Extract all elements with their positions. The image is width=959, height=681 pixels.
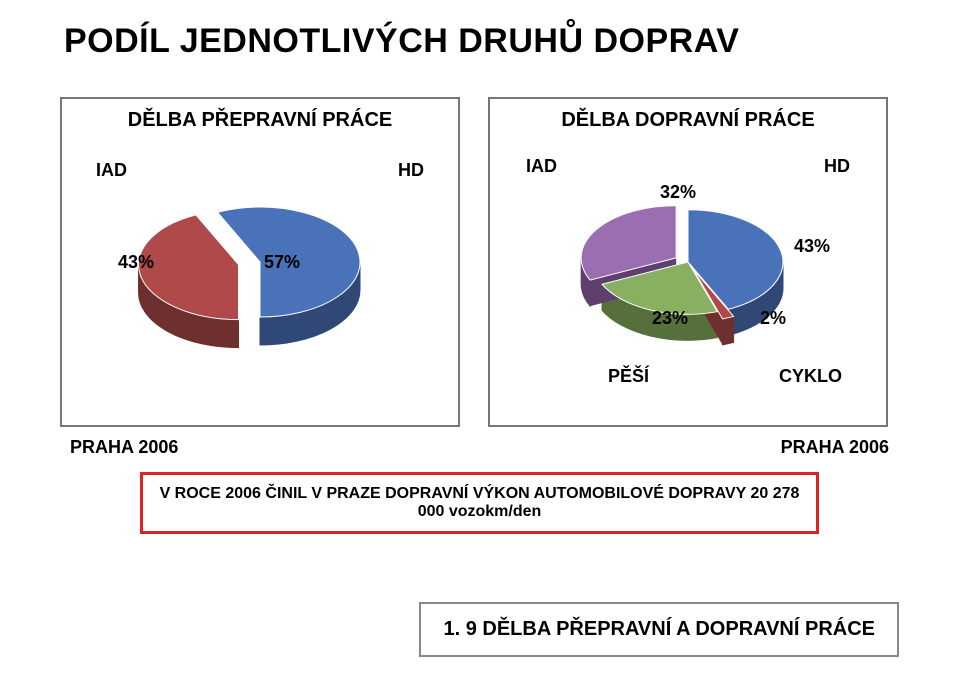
- left-pct-iad: 43%: [118, 252, 154, 273]
- left-label-hd: HD: [398, 160, 424, 181]
- right-pct-iad: 32%: [660, 182, 696, 203]
- caption-right: PRAHA 2006: [781, 437, 889, 458]
- right-label-hd: HD: [824, 156, 850, 177]
- footer-box: 1. 9 DĚLBA PŘEPRAVNÍ A DOPRAVNÍ PRÁCE: [419, 602, 899, 657]
- right-pct-hd: 43%: [794, 236, 830, 257]
- left-pct-hd: 57%: [264, 252, 300, 273]
- charts-row: DĚLBA PŘEPRAVNÍ PRÁCE IAD HD 43% 57% DĚL…: [0, 61, 959, 427]
- right-label-cyklo: CYKLO: [779, 366, 842, 387]
- right-label-iad: IAD: [526, 156, 557, 177]
- right-label-pesi: PĚŠÍ: [608, 366, 649, 387]
- right-pct-cyklo: 2%: [760, 308, 786, 329]
- left-pie-wrap: IAD HD 43% 57%: [62, 132, 458, 392]
- page-title: PODÍL JEDNOTLIVÝCH DRUHŮ DOPRAV: [0, 0, 959, 61]
- left-label-iad: IAD: [96, 160, 127, 181]
- red-box: V ROCE 2006 ČINIL V PRAZE DOPRAVNÍ VÝKON…: [140, 472, 819, 534]
- caption-row: PRAHA 2006 PRAHA 2006: [0, 427, 959, 458]
- right-chart-box: DĚLBA DOPRAVNÍ PRÁCE IAD HD CYKLO PĚŠÍ 3…: [488, 97, 888, 427]
- left-chart-box: DĚLBA PŘEPRAVNÍ PRÁCE IAD HD 43% 57%: [60, 97, 460, 427]
- right-pct-pesi: 23%: [652, 308, 688, 329]
- caption-left: PRAHA 2006: [70, 437, 178, 458]
- right-pie-wrap: IAD HD CYKLO PĚŠÍ 32% 43% 2% 23%: [490, 132, 886, 392]
